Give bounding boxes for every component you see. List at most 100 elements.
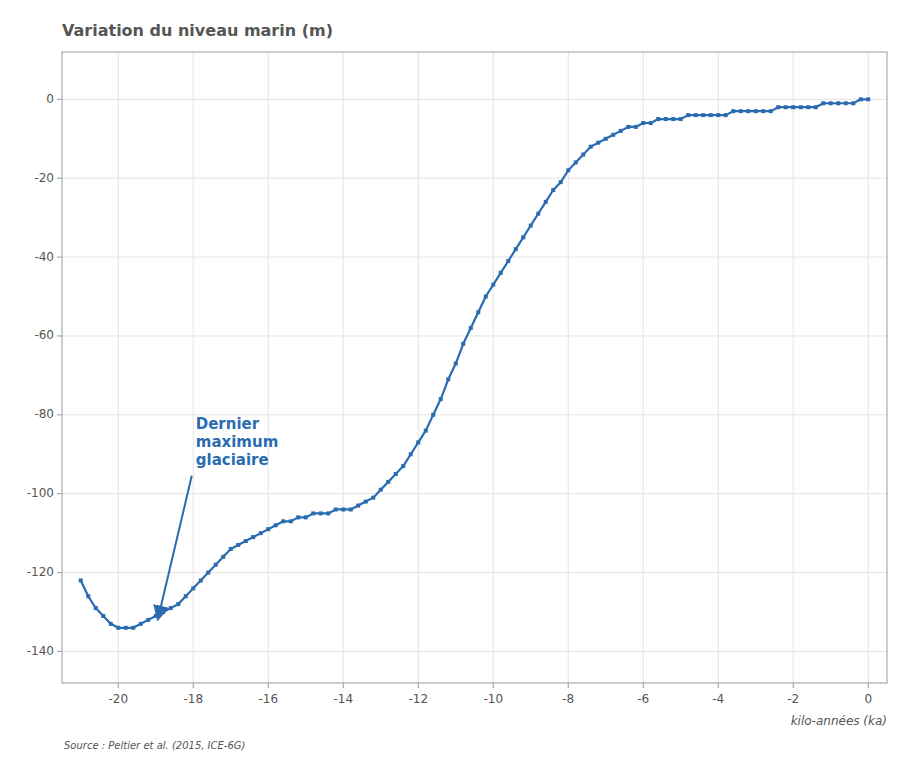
point <box>709 113 713 117</box>
annotation-line: Dernier <box>196 415 260 433</box>
point <box>619 129 623 133</box>
point <box>536 212 540 216</box>
point <box>566 168 570 172</box>
point <box>424 429 428 433</box>
point <box>761 109 765 113</box>
point <box>154 614 158 618</box>
grid-line-y <box>62 572 887 573</box>
point <box>184 594 188 598</box>
point <box>304 515 308 519</box>
point <box>161 610 165 614</box>
point <box>671 117 675 121</box>
annotation-arrow <box>158 476 192 620</box>
grid-line-x <box>868 52 869 683</box>
tick-label-x: -8 <box>562 692 574 706</box>
source: Source : Peltier et al. (2015, ICE-6G) <box>64 740 246 751</box>
point <box>274 523 278 527</box>
point <box>611 133 615 137</box>
tick-y <box>57 572 62 573</box>
point <box>694 113 698 117</box>
point <box>844 101 848 105</box>
point <box>296 515 300 519</box>
point <box>769 109 773 113</box>
tick-label-x: -12 <box>408 692 428 706</box>
point <box>139 622 143 626</box>
point <box>851 101 855 105</box>
tick-x <box>343 683 344 688</box>
point <box>574 160 578 164</box>
point <box>544 200 548 204</box>
line <box>81 99 869 627</box>
tick-label-y: -120 <box>27 565 54 579</box>
grid-line-y <box>62 493 887 494</box>
point <box>229 547 233 551</box>
point <box>866 97 870 101</box>
point <box>806 105 810 109</box>
tick-y <box>57 335 62 336</box>
point <box>341 507 345 511</box>
tick-label-y: -140 <box>27 644 54 658</box>
point <box>86 594 90 598</box>
point <box>664 117 668 121</box>
tick-label-y: -60 <box>34 328 54 342</box>
point <box>491 283 495 287</box>
point <box>259 531 263 535</box>
tick-x <box>793 683 794 688</box>
point <box>244 539 248 543</box>
point <box>626 125 630 129</box>
tick-x <box>643 683 644 688</box>
point <box>476 310 480 314</box>
tick-label-y: -80 <box>34 407 54 421</box>
tick-x <box>418 683 419 688</box>
title: Variation du niveau marin (m) <box>62 21 333 40</box>
point <box>281 519 285 523</box>
point <box>634 125 638 129</box>
tick-x <box>493 683 494 688</box>
point <box>101 614 105 618</box>
point <box>506 259 510 263</box>
axes: -20-18-16-14-12-10-8-6-4-200-20-40-60-80… <box>27 92 872 706</box>
point <box>394 472 398 476</box>
tick-label-x: -10 <box>483 692 503 706</box>
tick-label-x: -2 <box>787 692 799 706</box>
tick-y <box>57 257 62 258</box>
point <box>191 586 195 590</box>
grid-line-x <box>793 52 794 683</box>
point <box>146 618 150 622</box>
point <box>461 342 465 346</box>
grid-line-y <box>62 99 887 100</box>
point <box>529 224 533 228</box>
point <box>589 145 593 149</box>
grid-line-x <box>643 52 644 683</box>
point <box>236 543 240 547</box>
grid-line-x <box>343 52 344 683</box>
point <box>409 452 413 456</box>
plot-frame <box>62 52 887 683</box>
point <box>386 480 390 484</box>
tick-x <box>118 683 119 688</box>
tick-y <box>57 99 62 100</box>
point <box>859 97 863 101</box>
point <box>364 500 368 504</box>
point <box>521 235 525 239</box>
point <box>379 488 383 492</box>
point <box>679 117 683 121</box>
point <box>649 121 653 125</box>
tick-label-x: -18 <box>183 692 203 706</box>
point <box>319 511 323 515</box>
tick-label-y: -20 <box>34 171 54 185</box>
tick-label-x: -16 <box>258 692 278 706</box>
point <box>326 511 330 515</box>
point <box>724 113 728 117</box>
point <box>94 606 98 610</box>
point <box>656 117 660 121</box>
annotation-line: glaciaire <box>196 451 269 469</box>
point <box>221 555 225 559</box>
point <box>731 109 735 113</box>
tick-y <box>57 178 62 179</box>
point <box>701 113 705 117</box>
point <box>289 519 293 523</box>
grid-line-y <box>62 335 887 336</box>
point <box>776 105 780 109</box>
grid-line-x <box>718 52 719 683</box>
